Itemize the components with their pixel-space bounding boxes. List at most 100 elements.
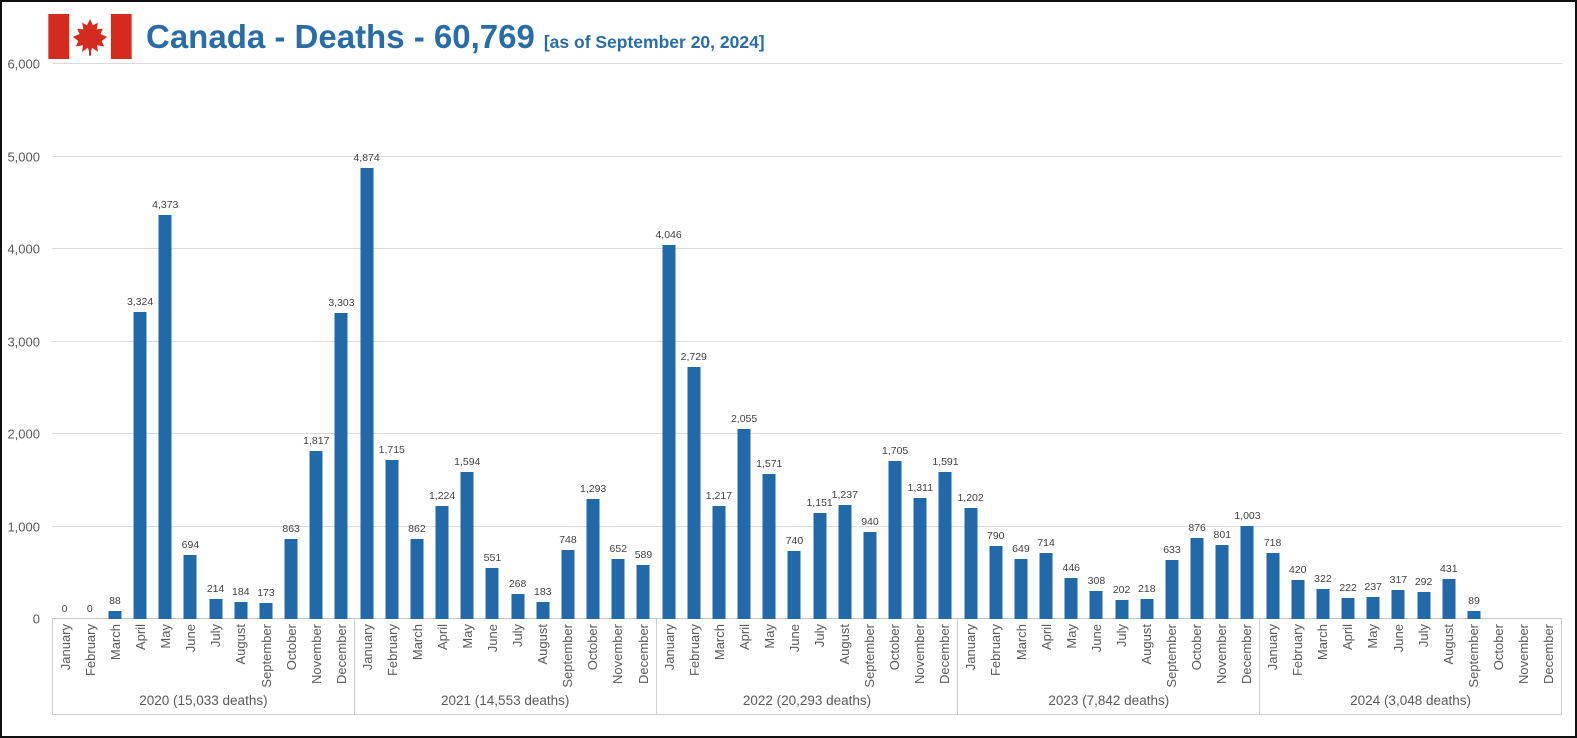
month-slot: September (254, 619, 279, 688)
month-bar-slot: 218 (1134, 64, 1159, 619)
bar-value-label: 1,594 (454, 455, 481, 468)
bar (964, 507, 978, 619)
month-slot: February (78, 619, 103, 687)
bar-value-label: 4,874 (353, 152, 380, 165)
bar (1391, 589, 1405, 619)
bar (586, 499, 600, 619)
month-bar-slot: 292 (1411, 64, 1436, 619)
year-bar-group: 4,874 1,715 862 1,224 1,594 551 268 183 748 1,293… (353, 64, 656, 619)
bar (209, 599, 223, 619)
month-label: January (1265, 624, 1281, 671)
month-slot: October (580, 619, 605, 687)
bar (1190, 537, 1204, 619)
month-slot: January (958, 619, 983, 687)
month-bar-slot: 308 (1084, 64, 1109, 619)
bar-value-label: 863 (282, 523, 300, 536)
month-bar-slot: 222 (1336, 64, 1361, 619)
month-bar-slot: 748 (555, 64, 580, 619)
y-tick-label: 5,000 (7, 149, 40, 164)
bar (1014, 558, 1028, 619)
month-label: April (736, 624, 752, 651)
month-slot: October (882, 619, 907, 687)
month-label: December (1239, 624, 1255, 684)
year-cell: January February March April May June July Augu… (52, 619, 354, 715)
month-bar-slot: 1,817 (303, 64, 329, 619)
bar-value-label: 1,224 (428, 489, 456, 502)
bar (1140, 598, 1154, 619)
month-label: October (1490, 624, 1506, 671)
bar (1089, 590, 1103, 619)
month-label: December (937, 624, 953, 684)
bar-value-label: 1,311 (907, 481, 934, 494)
month-slot: August (1436, 619, 1461, 687)
month-slot: September (1461, 619, 1486, 688)
month-bar-slot: 589 (631, 64, 656, 619)
bar (687, 366, 701, 619)
month-slot: July (807, 619, 832, 687)
bar (1291, 580, 1305, 619)
month-bar-slot: 649 (1008, 64, 1033, 619)
month-slot: June (480, 619, 505, 687)
bar (813, 512, 827, 619)
bar-value-label: 173 (257, 587, 275, 599)
year-group-label: 2023 (7,842 deaths) (1048, 693, 1170, 708)
bar-value-label: 633 (1163, 544, 1181, 557)
month-label: July (510, 624, 526, 648)
month-label: November (1515, 624, 1531, 684)
month-label: July (1113, 624, 1129, 648)
month-slot: May (153, 619, 178, 687)
month-slot: February (983, 619, 1008, 687)
month-bar-slot: 183 (530, 64, 555, 619)
month-bar-slot: 3,324 (127, 64, 153, 619)
month-label: December (635, 624, 651, 684)
month-slot: June (178, 619, 203, 687)
month-slot: June (782, 619, 807, 687)
month-label: October (887, 624, 903, 671)
bar (611, 558, 625, 619)
bar (762, 473, 776, 619)
month-slot: May (757, 619, 782, 687)
y-axis: 0 1,000 2,000 3,000 4,000 5,000 6,000 (2, 57, 44, 627)
bar-value-label: 2,729 (680, 350, 707, 363)
month-label: March (1013, 624, 1029, 661)
bar-value-label: 1,217 (705, 490, 733, 503)
month-bar-slot (1487, 64, 1512, 619)
month-slot: March (707, 619, 732, 687)
month-bar-slot: 237 (1361, 64, 1386, 619)
chart-title-asof: [as of September 20, 2024] (543, 31, 765, 52)
bar (561, 549, 575, 619)
months-row: January February March April May June July Augu… (53, 619, 354, 688)
month-bar-slot: 173 (253, 64, 278, 619)
bar (1442, 579, 1456, 619)
month-bar-slot: 801 (1210, 64, 1235, 619)
y-tick-label: 2,000 (7, 426, 40, 442)
bar-value-label: 4,373 (152, 198, 179, 211)
month-bar-slot: 4,046 (655, 64, 682, 619)
months-row: January February March April May June July Augu… (958, 619, 1259, 688)
month-slot: March (1009, 619, 1034, 687)
month-bar-slot: 1,594 (454, 64, 480, 619)
bar-value-label: 748 (559, 533, 577, 546)
month-bar-slot: 446 (1059, 64, 1084, 619)
bar (133, 311, 147, 619)
y-tick-label: 4,000 (7, 241, 40, 257)
year-bar-group: 1,202 790 649 714 446 308 202 218 633 876 801 1,003 (957, 64, 1261, 619)
bar-value-label: 292 (1414, 576, 1433, 588)
month-label: September (862, 624, 878, 688)
bar-value-label: 862 (408, 523, 426, 536)
bar-value-label: 940 (861, 516, 879, 529)
bar-value-label: 1,715 (378, 444, 405, 457)
month-slot: December (932, 619, 957, 687)
month-bar-slot: 652 (606, 64, 631, 619)
gridline (52, 618, 1562, 619)
bar-value-label: 1,705 (881, 445, 909, 458)
month-slot: April (732, 619, 757, 687)
month-label: September (1163, 624, 1179, 688)
bar-value-label: 0 (61, 603, 68, 615)
month-bar-slot: 1,202 (957, 64, 984, 619)
month-label: March (409, 624, 425, 661)
month-label: July (208, 624, 224, 648)
month-bar-slot: 714 (1034, 64, 1059, 619)
month-bar-slot: 202 (1109, 64, 1134, 619)
